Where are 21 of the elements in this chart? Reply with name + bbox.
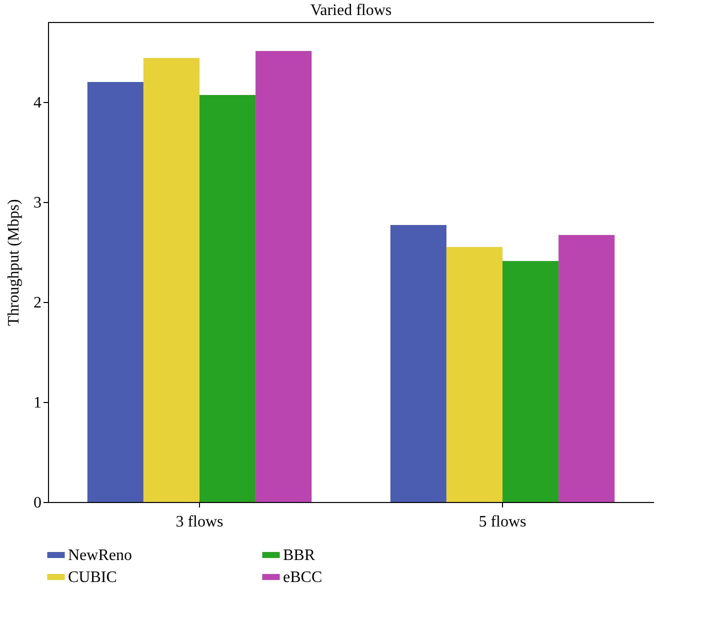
- x-tick-label: 5 flows: [478, 514, 526, 530]
- legend-label: CUBIC: [68, 569, 117, 586]
- bar: [256, 51, 312, 502]
- bar: [200, 95, 256, 502]
- bar: [558, 235, 615, 502]
- legend-label: NewReno: [68, 547, 132, 564]
- y-tick-label: 3: [34, 194, 42, 212]
- y-axis-title: Throughput (Mbps): [6, 199, 22, 326]
- y-tick-label: 2: [34, 294, 42, 312]
- y-tick-label: 4: [34, 94, 42, 112]
- bar: [143, 58, 200, 502]
- y-tick-label: 0: [34, 494, 42, 512]
- legend-label: BBR: [283, 547, 316, 564]
- x-tick-label: 3 flows: [176, 514, 224, 530]
- chart-title: Varied flows: [310, 2, 392, 19]
- legend-label: eBCC: [283, 569, 322, 586]
- bar: [446, 247, 502, 502]
- bar: [87, 82, 144, 502]
- bar: [502, 261, 559, 502]
- y-tick-label: 1: [34, 394, 42, 412]
- bar: [390, 225, 446, 502]
